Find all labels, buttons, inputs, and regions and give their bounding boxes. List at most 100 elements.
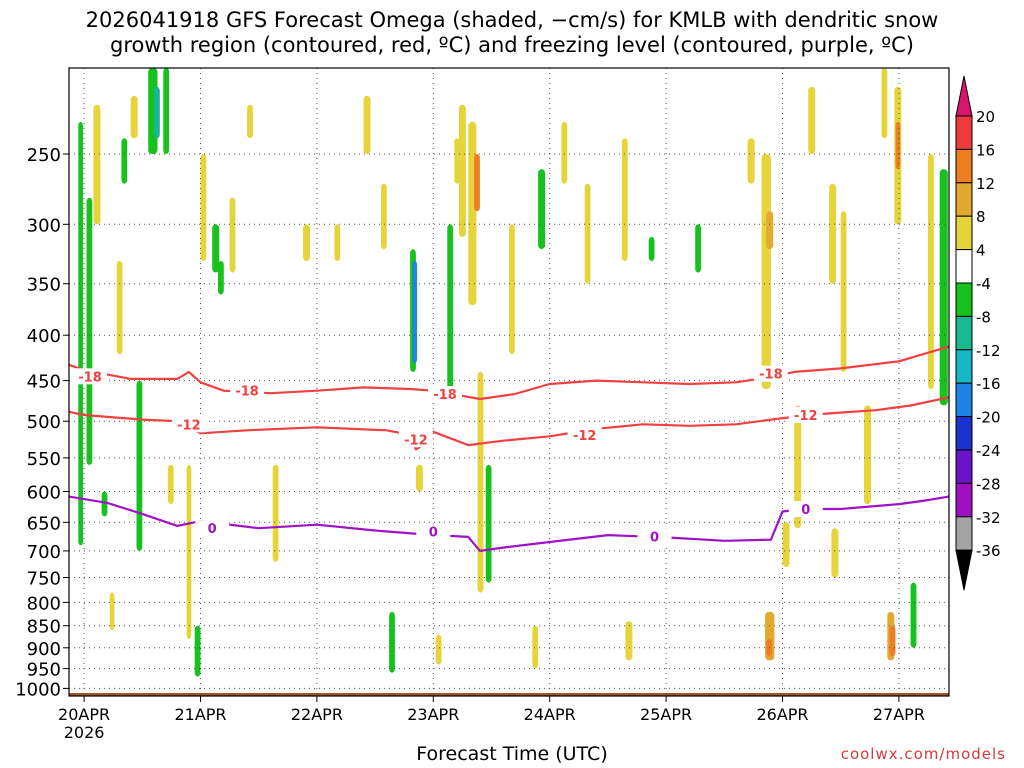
x-tick-label-24APR: 24APR xyxy=(524,705,576,724)
plot-frame xyxy=(68,67,950,697)
y-tick-label-900: 900 xyxy=(27,639,61,660)
y-tick-label-1000: 1000 xyxy=(15,679,61,700)
omega-shading-layer xyxy=(78,68,948,677)
y-tick-label-850: 850 xyxy=(27,617,61,638)
colorbar-bottom-arrow xyxy=(955,549,973,591)
colorbar: 20 16 12 8 4 -4 -8 -12 -16 -20 -24 -28 -32 -36 xyxy=(955,75,1001,591)
x-tick-label-23APR: 23APR xyxy=(407,705,459,724)
omega-patch-61 xyxy=(939,169,948,406)
omega-patch-5 xyxy=(116,261,123,354)
omega-patch-45 xyxy=(766,211,774,250)
omega-patch-27 xyxy=(447,224,454,398)
y-tick-label-750: 750 xyxy=(27,569,61,590)
omega-patch-31 xyxy=(474,154,480,212)
omega-patch-21 xyxy=(381,183,387,250)
contour--18 xyxy=(68,345,950,401)
contour-label-bg--12-2 xyxy=(567,426,602,443)
omega-patch-17 xyxy=(272,464,279,562)
colorbar-label-0: 20 xyxy=(976,108,995,126)
omega-patch-32 xyxy=(477,371,484,593)
contour-label-bg-0-0 xyxy=(195,520,230,537)
contour-label-bg--12-0 xyxy=(171,416,206,433)
contour-lines: -18 -18 -18 -18 -12 -12 -12 -12 0 0 0 0 xyxy=(68,345,950,552)
omega-patch-15 xyxy=(229,197,236,273)
omega-patch-35 xyxy=(538,169,546,250)
colorbar-segment-5 xyxy=(955,249,973,284)
omega-patch-2 xyxy=(93,104,101,225)
x-axis-ticks: 20APR 21APR 22APR 23APR 24APR 25APR 26APR 27APR… xyxy=(58,696,925,742)
contour-label-bg-0-1 xyxy=(416,523,451,540)
colorbar-label-13: -36 xyxy=(976,542,1001,560)
omega-patch-52 xyxy=(831,528,839,578)
contour-label-bg-0-2 xyxy=(637,528,672,545)
x-tick-label-22APR: 22APR xyxy=(291,705,343,724)
omega-patch-37 xyxy=(561,121,568,184)
omega-patch-40 xyxy=(625,621,633,661)
omega-patch-25 xyxy=(415,464,423,492)
omega-patch-0 xyxy=(78,121,83,546)
colorbar-segment-6 xyxy=(955,282,973,317)
omega-patch-19 xyxy=(334,224,341,261)
y-axis-ticks: 2503003504004505005506006507007508008509… xyxy=(15,145,69,700)
colorbar-segment-13 xyxy=(955,516,973,551)
omega-patch-29 xyxy=(458,104,466,237)
x-tick-label-21APR: 21APR xyxy=(174,705,226,724)
contour-label--12-0: -12 xyxy=(177,418,201,433)
colorbar-label-1: 16 xyxy=(976,141,995,159)
omega-patch-42 xyxy=(695,224,701,273)
omega-patch-44 xyxy=(761,154,771,389)
contour-label-0-1: 0 xyxy=(429,526,438,541)
omega-patch-11 xyxy=(167,464,174,505)
y-tick-label-800: 800 xyxy=(27,593,61,614)
omega-patch-65 xyxy=(194,625,201,677)
omega-patch-54 xyxy=(881,68,888,139)
omega-patch-38 xyxy=(584,183,591,284)
colorbar-segment-11 xyxy=(955,449,973,484)
omega-patch-34 xyxy=(509,224,515,354)
colorbar-label-10: -24 xyxy=(976,442,1001,460)
omega-patch-20 xyxy=(363,95,371,154)
y-tick-label-950: 950 xyxy=(27,660,61,681)
contour-label--18-2: -18 xyxy=(433,388,457,403)
contour-label--12-1: -12 xyxy=(404,433,428,448)
omega-patch-62 xyxy=(864,405,871,505)
y-tick-label-250: 250 xyxy=(27,145,61,166)
ground-surface-layer xyxy=(69,693,949,696)
omega-patch-4 xyxy=(109,592,115,631)
omega-patch-59 xyxy=(910,582,917,648)
omega-patch-24 xyxy=(412,261,418,363)
omega-patch-26 xyxy=(435,634,442,665)
omega-patch-50 xyxy=(808,86,816,154)
colorbar-label-5: -4 xyxy=(976,275,991,293)
omega-patch-63 xyxy=(121,138,128,184)
contour-label--12-2: -12 xyxy=(573,429,597,444)
omega-patch-13 xyxy=(200,154,207,261)
contour-label--18-1: -18 xyxy=(235,385,259,400)
contour-label-bg--18-2 xyxy=(428,386,462,402)
y-tick-label-500: 500 xyxy=(27,412,61,433)
ground-surface xyxy=(69,693,949,696)
colorbar-label-4: 4 xyxy=(976,242,986,260)
y-tick-label-550: 550 xyxy=(27,449,61,470)
x-tick-label-27APR: 27APR xyxy=(873,705,925,724)
y-tick-label-300: 300 xyxy=(27,215,61,236)
omega-patch-10 xyxy=(163,68,170,154)
colorbar-label-11: -28 xyxy=(976,475,1001,493)
x-tick-label-20APR: 20APR xyxy=(58,705,110,724)
y-tick-label-700: 700 xyxy=(27,542,61,563)
omega-patch-30 xyxy=(468,121,477,306)
omega-patch-28 xyxy=(454,138,461,184)
grid-lines xyxy=(69,68,949,696)
omega-patch-36 xyxy=(532,625,539,669)
x-tick-label-26APR: 26APR xyxy=(756,705,808,724)
colorbar-segment-8 xyxy=(955,349,973,384)
credit-text[interactable]: coolwx.com/models xyxy=(840,745,1006,763)
colorbar-label-6: -8 xyxy=(976,308,991,326)
omega-patch-12 xyxy=(186,464,192,640)
omega-patch-60 xyxy=(928,154,934,389)
colorbar-label-8: -16 xyxy=(976,375,1001,393)
colorbar-segment-9 xyxy=(955,382,973,418)
contour-label--18-0: -18 xyxy=(78,370,102,385)
y-tick-label-650: 650 xyxy=(27,513,61,534)
omega-patch-6 xyxy=(130,95,138,139)
